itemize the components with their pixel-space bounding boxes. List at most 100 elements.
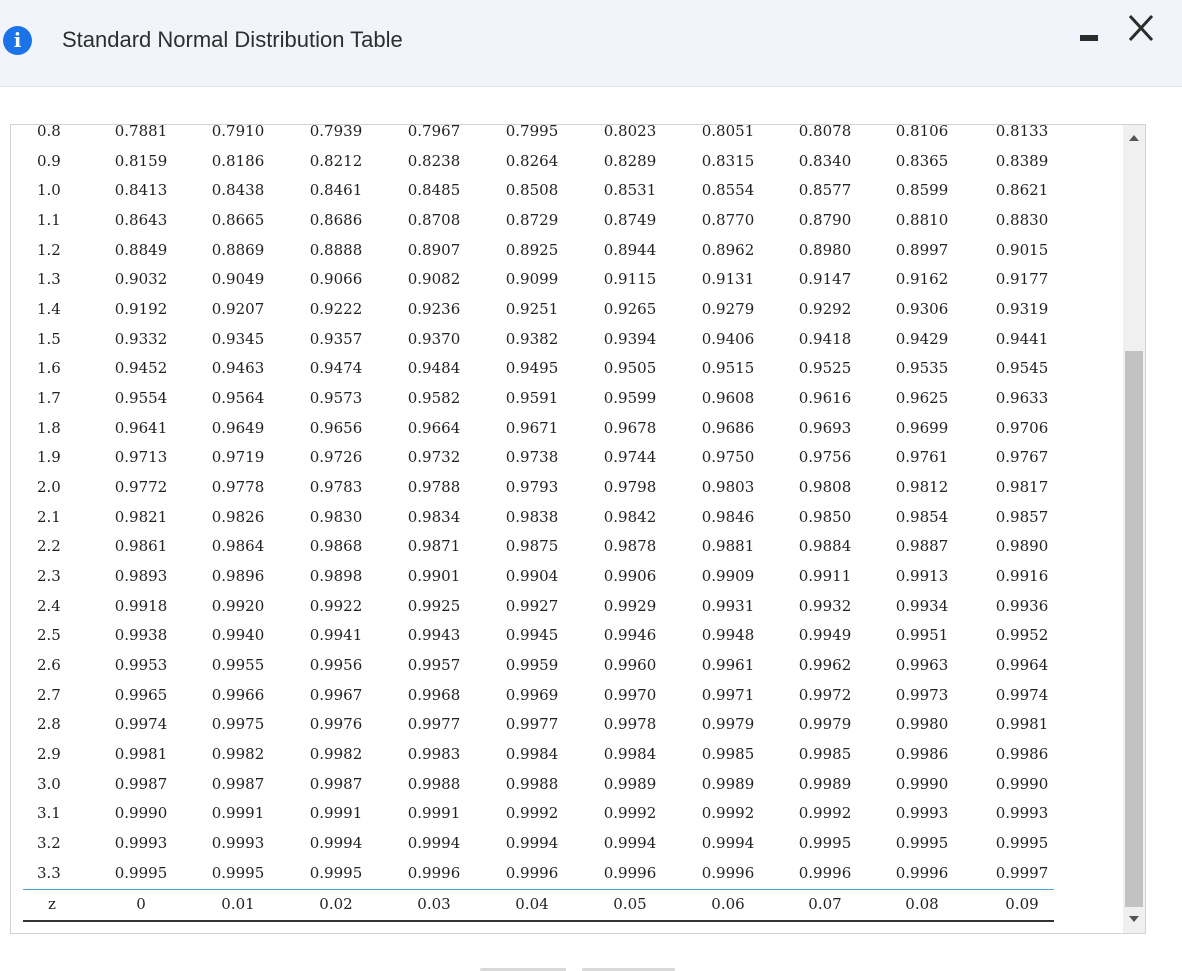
probability-cell: 0.9664 (407, 418, 461, 437)
probability-cell: 0.9971 (701, 685, 755, 704)
z-value: 3.2 (37, 834, 61, 853)
probability-cell: 0.9984 (603, 745, 657, 764)
z-value: 2.3 (37, 567, 61, 586)
probability-cell: 0.8365 (895, 151, 949, 170)
probability-cell: 0.9911 (798, 567, 852, 586)
probability-cell: 0.9995 (895, 834, 949, 853)
probability-cell: 0.8980 (798, 240, 852, 259)
probability-cell: 0.9985 (798, 745, 852, 764)
probability-cell: 0.8790 (798, 211, 852, 230)
probability-cell: 0.9987 (309, 774, 363, 793)
bottom-button-right[interactable] (582, 968, 675, 971)
probability-cell: 0.9994 (701, 834, 755, 853)
probability-cell: 0.9812 (895, 478, 949, 497)
probability-cell: 0.9996 (407, 863, 461, 882)
table-row: 2.2 0.9861 0.9864 0.9868 0.9871 0.9875 0.9878 0… (24, 531, 1054, 561)
probability-cell: 0.7995 (505, 124, 559, 140)
probability-cell: 0.9515 (701, 359, 755, 378)
probability-cell: 0.9957 (407, 656, 461, 675)
probability-cell: 0.9996 (505, 863, 559, 882)
minimize-button[interactable] (1071, 22, 1107, 58)
z-value: 1.9 (37, 448, 61, 467)
bottom-button-left[interactable] (480, 968, 566, 971)
probability-cell: 0.8212 (309, 151, 363, 170)
probability-cell: 0.8461 (309, 181, 363, 200)
z-value: 2.7 (37, 685, 61, 704)
probability-cell: 0.9982 (309, 745, 363, 764)
probability-cell: 0.9920 (211, 596, 265, 615)
probability-cell: 0.9599 (603, 389, 657, 408)
probability-cell: 0.9949 (798, 626, 852, 645)
z-value: 3.1 (37, 804, 61, 823)
probability-cell: 0.9484 (407, 359, 461, 378)
probability-cell: 0.9830 (309, 507, 363, 526)
probability-cell: 0.9890 (995, 537, 1049, 556)
probability-cell: 0.9953 (114, 656, 168, 675)
probability-cell: 0.9066 (309, 270, 363, 289)
probability-cell: 0.9932 (798, 596, 852, 615)
z-value: 2.2 (37, 537, 61, 556)
probability-cell: 0.9788 (407, 478, 461, 497)
probability-cell: 0.8770 (701, 211, 755, 230)
probability-cell: 0.9906 (603, 567, 657, 586)
probability-cell: 0.9977 (407, 715, 461, 734)
table-row: 3.1 0.9990 0.9991 0.9991 0.9991 0.9992 0.9992 0… (24, 798, 1054, 828)
probability-cell: 0.9972 (798, 685, 852, 704)
close-button[interactable] (1122, 10, 1160, 48)
probability-cell: 0.9990 (114, 804, 168, 823)
probability-cell: 0.9864 (211, 537, 265, 556)
probability-cell: 0.9989 (798, 774, 852, 793)
z-value: 3.3 (37, 863, 61, 882)
probability-cell: 0.9927 (505, 596, 559, 615)
probability-cell: 0.9881 (701, 537, 755, 556)
scroll-down-arrow-icon[interactable] (1129, 916, 1139, 922)
probability-cell: 0.8729 (505, 211, 559, 230)
probability-cell: 0.9878 (603, 537, 657, 556)
probability-cell: 0.9495 (505, 359, 559, 378)
probability-cell: 0.9554 (114, 389, 168, 408)
probability-cell: 0.8621 (995, 181, 1049, 200)
probability-cell: 0.9992 (798, 804, 852, 823)
probability-cell: 0.9706 (995, 418, 1049, 437)
table-scroll-container[interactable]: 0.8 0.7881 0.7910 0.7939 0.7967 0.7995 0.8023 0… (10, 124, 1146, 934)
probability-cell: 0.9015 (995, 240, 1049, 259)
probability-cell: 0.9988 (505, 774, 559, 793)
probability-cell: 0.9991 (309, 804, 363, 823)
probability-cell: 0.8289 (603, 151, 657, 170)
probability-cell: 0.9798 (603, 478, 657, 497)
table-row: 1.6 0.9452 0.9463 0.9474 0.9484 0.9495 0.9505 0… (24, 353, 1054, 383)
probability-cell: 0.9992 (701, 804, 755, 823)
probability-cell: 0.9974 (995, 685, 1049, 704)
probability-cell: 0.9406 (701, 329, 755, 348)
probability-cell: 0.9608 (701, 389, 755, 408)
probability-cell: 0.8944 (603, 240, 657, 259)
z-value: 1.8 (37, 418, 61, 437)
column-header: 0.08 (905, 895, 939, 913)
probability-cell: 0.9996 (798, 863, 852, 882)
probability-cell: 0.9974 (114, 715, 168, 734)
probability-cell: 0.9993 (895, 804, 949, 823)
minimize-icon (1080, 35, 1098, 41)
probability-cell: 0.9951 (895, 626, 949, 645)
probability-cell: 0.9992 (505, 804, 559, 823)
table-row: 0.8 0.7881 0.7910 0.7939 0.7967 0.7995 0.8023 0… (24, 124, 1054, 146)
probability-cell: 0.8051 (701, 124, 755, 140)
column-header: 0.01 (221, 895, 255, 913)
vertical-scrollbar[interactable] (1123, 125, 1145, 933)
probability-cell: 0.8413 (114, 181, 168, 200)
probability-cell: 0.8577 (798, 181, 852, 200)
table-row: 1.4 0.9192 0.9207 0.9222 0.9236 0.9251 0.9265 0… (24, 294, 1054, 324)
probability-cell: 0.9319 (995, 300, 1049, 319)
probability-cell: 0.8133 (995, 124, 1049, 140)
probability-cell: 0.9345 (211, 329, 265, 348)
probability-cell: 0.9803 (701, 478, 755, 497)
scroll-up-arrow-icon[interactable] (1129, 135, 1139, 141)
probability-cell: 0.9948 (701, 626, 755, 645)
probability-cell: 0.8997 (895, 240, 949, 259)
probability-cell: 0.9962 (798, 656, 852, 675)
probability-cell: 0.8599 (895, 181, 949, 200)
probability-cell: 0.9988 (407, 774, 461, 793)
probability-cell: 0.9452 (114, 359, 168, 378)
probability-cell: 0.9649 (211, 418, 265, 437)
scrollbar-thumb[interactable] (1125, 351, 1143, 907)
